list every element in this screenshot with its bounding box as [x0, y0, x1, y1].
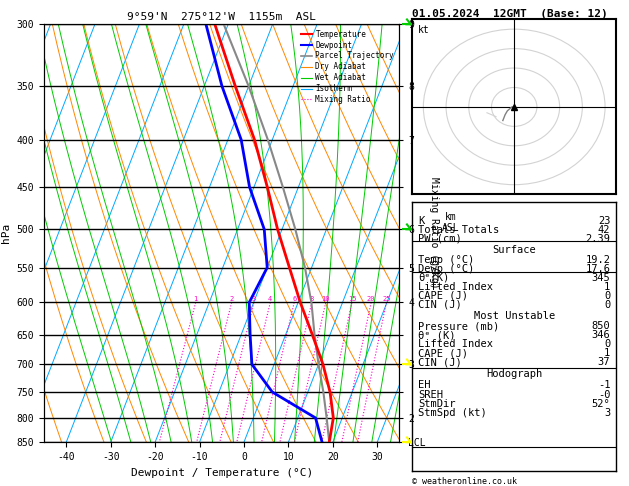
Text: θᵉ(K): θᵉ(K) — [418, 273, 449, 283]
Text: 42: 42 — [598, 225, 610, 235]
Text: 37: 37 — [598, 357, 610, 367]
Text: StmSpd (kt): StmSpd (kt) — [418, 408, 487, 418]
Text: CAPE (J): CAPE (J) — [418, 291, 468, 301]
Text: SREH: SREH — [418, 390, 443, 399]
Text: 3: 3 — [604, 408, 610, 418]
Text: 8: 8 — [309, 296, 314, 302]
Text: EH: EH — [418, 380, 431, 390]
Text: Lifted Index: Lifted Index — [418, 282, 493, 292]
Text: 6: 6 — [292, 296, 296, 302]
Text: K: K — [418, 216, 425, 226]
Text: 01.05.2024  12GMT  (Base: 12): 01.05.2024 12GMT (Base: 12) — [412, 9, 608, 19]
Text: CIN (J): CIN (J) — [418, 300, 462, 310]
Text: 15: 15 — [348, 296, 356, 302]
Text: CAPE (J): CAPE (J) — [418, 348, 468, 358]
Text: -1: -1 — [598, 380, 610, 390]
Text: 0: 0 — [604, 339, 610, 349]
Text: 20: 20 — [367, 296, 376, 302]
Text: 1: 1 — [604, 348, 610, 358]
Text: kt: kt — [418, 25, 430, 35]
Y-axis label: km
ASL: km ASL — [442, 212, 460, 233]
Text: Totals Totals: Totals Totals — [418, 225, 499, 235]
Text: 345: 345 — [591, 273, 610, 283]
Text: 52°: 52° — [591, 399, 610, 409]
Text: Dewp (°C): Dewp (°C) — [418, 264, 474, 274]
Text: 25: 25 — [382, 296, 391, 302]
Text: 3: 3 — [252, 296, 256, 302]
Text: Hodograph: Hodograph — [486, 369, 542, 379]
Text: Temp (°C): Temp (°C) — [418, 255, 474, 265]
Text: CIN (J): CIN (J) — [418, 357, 462, 367]
Text: 4: 4 — [268, 296, 272, 302]
Legend: Temperature, Dewpoint, Parcel Trajectory, Dry Adiabat, Wet Adiabat, Isotherm, Mi: Temperature, Dewpoint, Parcel Trajectory… — [299, 28, 396, 105]
Text: 2: 2 — [230, 296, 234, 302]
Text: StmDir: StmDir — [418, 399, 455, 409]
Text: PW (cm): PW (cm) — [418, 234, 462, 244]
Text: θᵉ (K): θᵉ (K) — [418, 330, 455, 340]
Text: Mixing Ratio (g/kg): Mixing Ratio (g/kg) — [429, 177, 439, 289]
Text: -0: -0 — [598, 390, 610, 399]
Text: 0: 0 — [604, 291, 610, 301]
Title: 9°59'N  275°12'W  1155m  ASL: 9°59'N 275°12'W 1155m ASL — [127, 12, 316, 22]
Text: 2.39: 2.39 — [586, 234, 610, 244]
Text: 19.2: 19.2 — [586, 255, 610, 265]
Text: © weatheronline.co.uk: © weatheronline.co.uk — [412, 477, 517, 486]
Text: 850: 850 — [591, 321, 610, 331]
Y-axis label: hPa: hPa — [1, 223, 11, 243]
Text: Lifted Index: Lifted Index — [418, 339, 493, 349]
Text: 0: 0 — [604, 300, 610, 310]
Text: Pressure (mb): Pressure (mb) — [418, 321, 499, 331]
Text: Surface: Surface — [493, 245, 536, 255]
Text: 10: 10 — [321, 296, 330, 302]
Text: 17.6: 17.6 — [586, 264, 610, 274]
Text: 1: 1 — [604, 282, 610, 292]
Text: 23: 23 — [598, 216, 610, 226]
Text: Most Unstable: Most Unstable — [474, 312, 555, 321]
Text: 1: 1 — [194, 296, 198, 302]
X-axis label: Dewpoint / Temperature (°C): Dewpoint / Temperature (°C) — [131, 468, 313, 478]
Text: 346: 346 — [591, 330, 610, 340]
